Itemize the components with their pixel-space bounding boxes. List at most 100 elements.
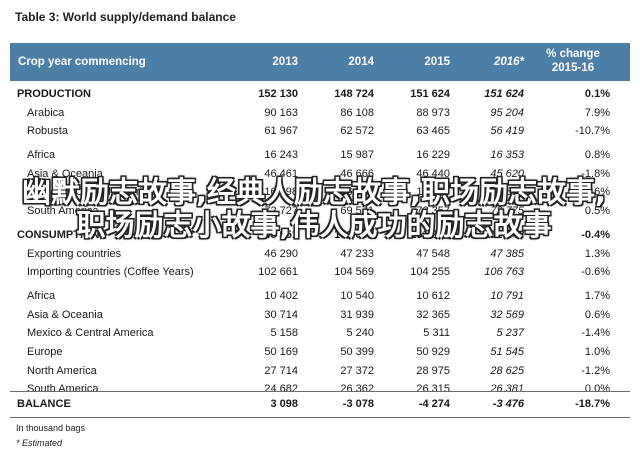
row-label: Asia & Oceania: [27, 308, 103, 321]
table-row: Africa 10 402 10 540 10 612 10 791 1.7%: [10, 288, 630, 307]
row-cell: 16 598: [416, 186, 450, 199]
row-cell: 24 682: [264, 383, 298, 396]
row-cell: 5 158: [270, 327, 298, 340]
balance-cell: -3 078: [342, 398, 374, 410]
row-cell: 106 763: [484, 266, 524, 279]
row-cell: 32 569: [490, 308, 524, 321]
row-cell: 0.8%: [584, 149, 610, 162]
row-cell: 63 465: [416, 125, 450, 138]
row-cell: 50 929: [416, 345, 450, 358]
row-cell: 148 724: [334, 88, 374, 100]
row-label: North America: [27, 364, 97, 377]
row-label: South America: [27, 205, 99, 218]
row-cell: 72 775: [490, 205, 524, 218]
balance-row: BALANCE 3 098 -3 078 -4 274 -3 476 -18.7…: [10, 396, 630, 415]
row-label: Africa: [27, 289, 56, 302]
table-row: Asia & Oceania 30 714 31 939 32 365 32 569 0.…: [10, 307, 630, 326]
row-cell: 151 802: [334, 228, 374, 241]
header-pct-change: % change 2015-16: [538, 47, 608, 75]
row-cell: 7.9%: [584, 106, 610, 119]
row-cell: 0.5%: [584, 205, 610, 218]
row-cell: 151 624: [410, 88, 450, 100]
row-cell: -1.2%: [581, 364, 610, 377]
row-cell: 0.0%: [584, 383, 610, 396]
row-cell: 1.7%: [584, 289, 610, 302]
row-cell: 90 163: [264, 106, 298, 119]
balance-cell: -18.7%: [575, 398, 610, 410]
row-cell: 31 939: [340, 308, 374, 321]
row-cell: -10.7%: [575, 125, 610, 138]
row-label: South America: [27, 383, 99, 396]
row-cell: 148 951: [258, 228, 298, 241]
footnote-units: In thousand bags: [16, 423, 86, 433]
balance-cell: -4 274: [418, 398, 450, 410]
header-label: Crop year commencing: [18, 56, 146, 68]
row-cell: 27 372: [340, 364, 374, 377]
row-cell: 27 714: [264, 364, 298, 377]
balance-separator: [10, 391, 630, 392]
row-cell: 5 311: [423, 327, 450, 340]
header-year-2013: 2013: [272, 56, 298, 68]
table-row: South America 72 727 69 571 72 357 72 775 0.5…: [10, 203, 630, 222]
row-cell: 46 666: [340, 167, 374, 180]
row-cell: 0.6%: [584, 308, 610, 321]
header-pct-line1: % change: [546, 48, 600, 60]
row-cell: 102 661: [258, 266, 298, 279]
footer-separator: [10, 417, 630, 418]
header-pct-line2: 2015-16: [551, 62, 595, 74]
row-label: CONSUMPTION: [17, 228, 100, 241]
row-cell: 61 967: [264, 125, 298, 138]
row-cell: 1.6%: [584, 186, 610, 199]
row-label: Exporting countries: [27, 247, 122, 260]
row-cell: 104 255: [410, 266, 450, 279]
table-row: Europe 50 169 50 399 50 929 51 545 1.0%: [10, 344, 630, 363]
table-row: Robusta 61 967 62 572 63 465 56 419 -10.7%: [10, 123, 630, 142]
row-cell: 51 545: [490, 345, 524, 358]
row-cell: 32 365: [416, 308, 450, 321]
row-cell: 69 571: [340, 205, 374, 218]
row-cell: 151 624: [484, 88, 524, 100]
table-row: Africa 16 243 15 987 16 229 16 353 0.8%: [10, 147, 630, 166]
row-cell: 151 803: [410, 228, 450, 241]
row-label: Europe: [27, 345, 63, 358]
row-cell: 1.0%: [584, 345, 610, 358]
row-cell: 95 204: [490, 106, 524, 119]
table-row: Mexico & Central America 5 158 5 240 5 311 5…: [10, 325, 630, 344]
row-cell: 28 975: [416, 364, 450, 377]
row-cell: 10 402: [264, 289, 298, 302]
table-row: Importing countries (Coffee Years) 102 66…: [10, 264, 630, 283]
table-row: North America 27 714 27 372 28 975 28 625 -1.…: [10, 363, 630, 382]
row-cell: 46 461: [264, 167, 298, 180]
footnote-estimated: * Estimated: [16, 438, 63, 448]
row-label: Africa: [27, 149, 56, 162]
row-cell: 88 973: [416, 106, 450, 119]
row-label: Arabica: [27, 106, 65, 119]
row-cell: 46 290: [264, 247, 298, 260]
row-cell: 15 987: [340, 149, 374, 162]
row-label: Robusta: [27, 125, 68, 138]
header-year-2014: 2014: [348, 56, 374, 68]
row-cell: 47 385: [490, 247, 524, 260]
balance-cell: -3 476: [492, 398, 524, 410]
row-cell: 28 625: [490, 364, 524, 377]
row-cell: 62 572: [340, 125, 374, 138]
header-year-2016: 2016*: [493, 56, 524, 68]
row-cell: -0.6%: [581, 266, 610, 279]
row-label: Asia & Oceania: [27, 167, 103, 180]
table-row: South America 24 682 26 362 26 315 26 381 0.0…: [10, 381, 630, 400]
row-cell: 47 548: [416, 247, 450, 260]
row-cell: 47 233: [340, 247, 374, 260]
row-cell: 5 237: [496, 327, 524, 340]
balance-label: BALANCE: [17, 398, 71, 410]
table-row: PRODUCTION 152 130 148 724 151 624 151 624 0.…: [10, 86, 630, 105]
table-row: Exporting countries 46 290 47 233 47 548 47 …: [10, 246, 630, 265]
row-cell: 46 440: [416, 167, 450, 180]
row-cell: -1.8%: [581, 167, 610, 180]
table-row: Mexico & Central America 16 698 16 500 16 5…: [10, 184, 630, 203]
table-body: PRODUCTION 152 130 148 724 151 624 151 624 0.…: [10, 86, 630, 400]
table-title: Table 3: World supply/demand balance: [15, 10, 236, 24]
row-cell: 16 698: [264, 186, 298, 199]
row-cell: 151 148: [484, 228, 524, 241]
table-header: Crop year commencing 2013 2014 2015 2016…: [10, 43, 630, 81]
row-cell: 16 876: [490, 186, 524, 199]
